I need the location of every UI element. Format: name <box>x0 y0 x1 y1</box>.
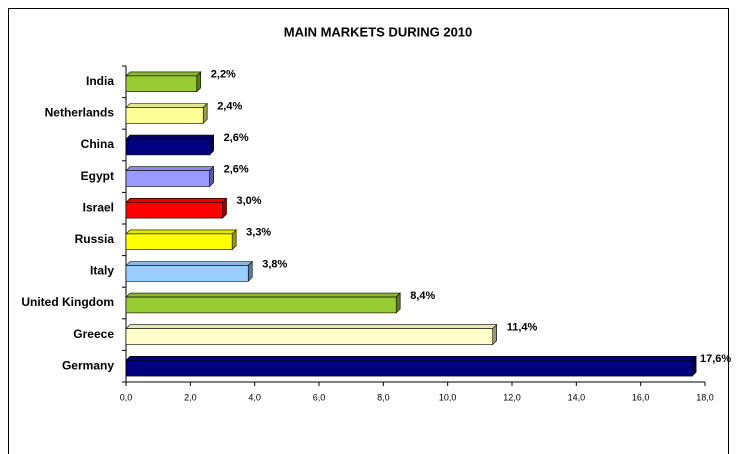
data-label: 2,4% <box>217 100 242 112</box>
bar <box>125 107 204 124</box>
bar-top <box>125 292 401 298</box>
data-label: 17,6% <box>700 353 731 365</box>
x-tick-label: 2,0 <box>184 392 197 402</box>
data-label: 3,0% <box>237 195 262 207</box>
x-tick-label: 8,0 <box>377 392 390 402</box>
bar-top <box>125 355 697 361</box>
y-tick-label: United Kingdom <box>21 295 114 309</box>
data-label: 11,4% <box>507 322 538 334</box>
data-label: 3,8% <box>262 258 287 270</box>
y-tick-label: Netherlands <box>45 106 115 120</box>
bar <box>125 328 494 345</box>
bar <box>125 296 397 314</box>
chart-frame <box>8 8 729 454</box>
x-tick-label: 18,0 <box>696 392 714 402</box>
bar-top <box>125 198 228 203</box>
x-tick-label: 12,0 <box>503 392 521 402</box>
x-tick-label: 4,0 <box>248 392 261 402</box>
bar-top <box>125 134 215 140</box>
x-tick-label: 6,0 <box>313 392 326 402</box>
bar <box>125 75 198 93</box>
bar <box>125 202 223 219</box>
data-label: 2,2% <box>211 69 236 81</box>
y-tick-label: Greece <box>73 327 114 341</box>
bar <box>125 233 233 250</box>
data-label: 8,4% <box>410 290 435 302</box>
bar <box>125 265 249 282</box>
data-label: 3,3% <box>246 227 271 239</box>
bar-top <box>125 229 237 235</box>
bar-top <box>125 261 253 266</box>
bar <box>125 359 693 377</box>
bar-top <box>125 166 215 171</box>
chart-title: MAIN MARKETS DURING 2010 <box>284 24 473 39</box>
data-label: 2,6% <box>224 132 249 144</box>
y-tick-label: Russia <box>75 232 115 246</box>
x-tick-label: 14,0 <box>568 392 586 402</box>
y-tick-label: China <box>81 137 115 151</box>
bar-top <box>125 324 498 330</box>
x-tick-label: 10,0 <box>439 392 457 402</box>
x-tick-label: 0,0 <box>120 392 133 402</box>
bar-top <box>125 71 202 77</box>
y-tick-label: Israel <box>83 200 114 214</box>
x-tick-label: 16,0 <box>632 392 650 402</box>
data-label: 2,6% <box>224 164 249 176</box>
y-tick-label: Germany <box>62 358 114 372</box>
y-tick-label: Italy <box>90 264 114 278</box>
bar <box>125 138 210 156</box>
bar <box>125 170 210 187</box>
bar-top <box>125 103 208 108</box>
y-tick-label: India <box>86 74 114 88</box>
y-tick-label: Egypt <box>81 169 114 183</box>
